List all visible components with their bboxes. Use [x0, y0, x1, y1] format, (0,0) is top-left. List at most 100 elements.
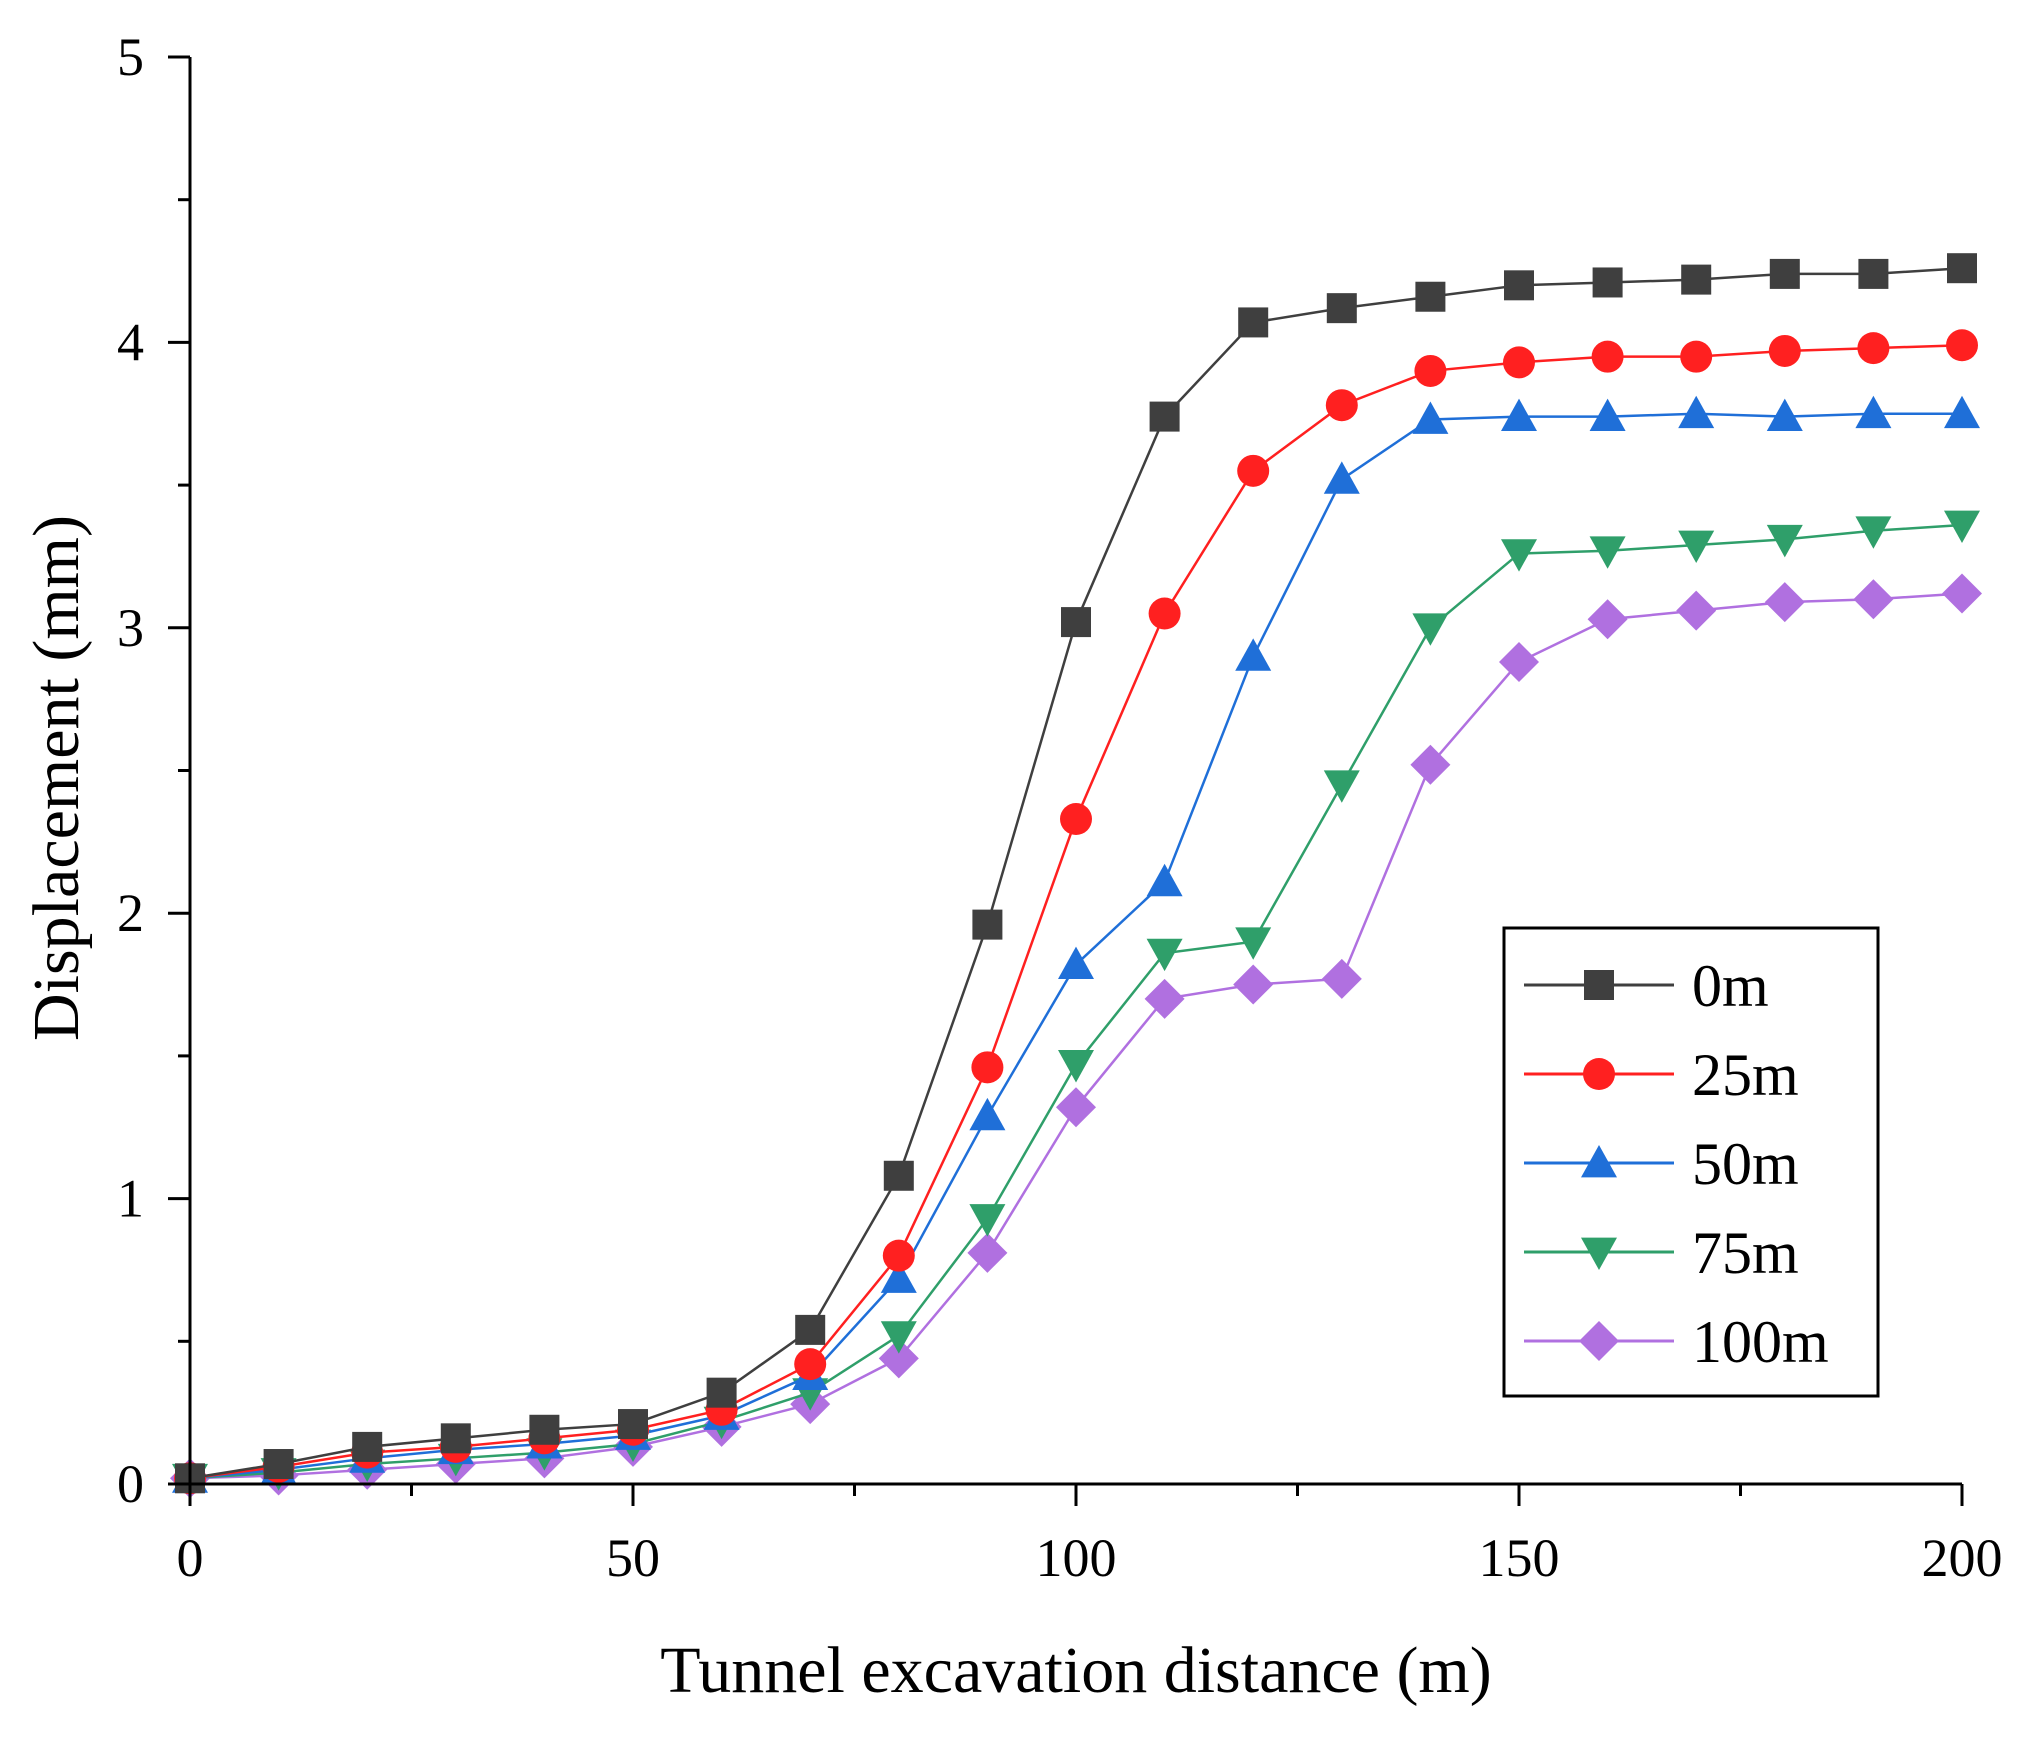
data-point-25m [1946, 329, 1978, 362]
series-0m [175, 253, 1977, 1494]
data-point-50m [1766, 398, 1803, 432]
data-point-0m [1149, 401, 1180, 432]
data-point-75m [1944, 510, 1980, 544]
data-point-75m [1235, 927, 1272, 960]
data-point-0m [1061, 607, 1091, 638]
data-point-50m [1058, 946, 1094, 979]
data-point-50m [1412, 401, 1449, 434]
x-tick-label: 50 [606, 1528, 660, 1588]
data-point-75m [1146, 938, 1183, 972]
data-point-100m [1587, 599, 1628, 640]
data-point-0m [1681, 264, 1712, 295]
data-point-75m [1855, 516, 1892, 549]
data-point-25m [1768, 334, 1801, 367]
y-tick-label: 4 [117, 312, 144, 372]
data-point-50m [1323, 461, 1360, 494]
data-point-50m [1678, 395, 1715, 429]
data-point-0m [972, 909, 1003, 940]
y-tick-label: 1 [117, 1169, 144, 1229]
x-tick-label: 150 [1479, 1528, 1560, 1588]
legend-item-0m: 0m [1524, 953, 1769, 1019]
x-tick-label: 100 [1036, 1528, 1117, 1588]
data-point-100m [1056, 1087, 1096, 1128]
legend-marker-100m [1579, 1321, 1619, 1361]
data-point-50m [969, 1097, 1006, 1131]
data-point-100m [1853, 579, 1894, 620]
legend-label-25m: 25m [1692, 1042, 1799, 1108]
data-point-0m [352, 1431, 383, 1462]
x-axis-title: Tunnel excavation distance (m) [660, 1634, 1492, 1707]
data-point-75m [880, 1321, 917, 1354]
data-point-50m [1146, 863, 1183, 897]
y-tick-label: 2 [117, 883, 144, 943]
data-point-0m [1238, 307, 1269, 338]
data-point-75m [1678, 530, 1715, 564]
x-tick-label: 0 [177, 1528, 204, 1588]
legend-label-75m: 75m [1692, 1220, 1799, 1286]
data-point-25m [1857, 332, 1890, 365]
data-point-75m [969, 1204, 1006, 1237]
legend-marker-50m [1581, 1145, 1617, 1178]
data-point-25m [794, 1348, 827, 1381]
ticks-layer: 0 50 100 150 200 0 1 2 3 4 5 [117, 27, 2003, 1588]
data-point-100m [1499, 642, 1539, 683]
legend-label-0m: 0m [1692, 953, 1769, 1019]
y-tick-label: 3 [117, 598, 144, 658]
series-layer [170, 253, 1982, 1499]
data-point-100m [967, 1232, 1008, 1273]
data-point-50m [1855, 395, 1892, 429]
data-point-75m [1589, 536, 1626, 569]
legend-item-25m: 25m [1524, 1042, 1799, 1108]
legend-marker-25m [1583, 1058, 1615, 1090]
data-point-100m [1942, 573, 1982, 614]
y-tick-label: 5 [117, 27, 144, 87]
data-point-0m [440, 1423, 471, 1454]
data-point-50m [1235, 638, 1272, 671]
data-point-75m [1058, 1050, 1094, 1083]
data-point-25m [1148, 597, 1181, 630]
data-point-50m [1501, 398, 1537, 432]
data-point-25m [1503, 346, 1535, 379]
data-point-0m [706, 1377, 737, 1408]
data-point-0m [1947, 253, 1977, 284]
data-point-25m [971, 1051, 1004, 1084]
data-point-50m [880, 1260, 917, 1293]
data-point-0m [883, 1160, 914, 1191]
data-point-25m [1237, 454, 1270, 487]
data-point-0m [618, 1409, 648, 1440]
data-point-100m [878, 1338, 919, 1379]
data-point-25m [1414, 354, 1447, 387]
legend-marker-75m [1581, 1237, 1617, 1270]
data-point-75m [1323, 770, 1360, 803]
data-point-0m [263, 1449, 294, 1480]
legend-item-75m: 75m [1524, 1220, 1799, 1286]
data-point-50m [1589, 398, 1626, 432]
y-axis-title: Displacement (mm) [20, 515, 93, 1041]
data-point-75m [1501, 539, 1537, 572]
data-point-0m [795, 1314, 826, 1345]
data-point-25m [1060, 803, 1092, 836]
data-point-25m [882, 1239, 915, 1272]
data-point-100m [1764, 582, 1805, 623]
data-point-25m [1325, 389, 1358, 422]
data-point-25m [1680, 340, 1713, 373]
data-point-100m [1676, 590, 1717, 631]
data-point-75m [1766, 524, 1803, 558]
data-point-100m [1233, 964, 1274, 1005]
legend-item-50m: 50m [1524, 1131, 1799, 1197]
data-point-0m [1592, 267, 1623, 298]
data-point-75m [1412, 613, 1449, 646]
data-point-100m [1144, 978, 1185, 1019]
y-tick-label: 0 [117, 1454, 144, 1514]
data-point-50m [1944, 395, 1980, 429]
legend-marker-0m [1584, 970, 1614, 1000]
data-point-0m [529, 1414, 560, 1445]
data-point-0m [1858, 258, 1889, 289]
data-point-0m [1415, 281, 1446, 312]
data-point-100m [1321, 958, 1362, 999]
data-point-0m [1504, 270, 1534, 301]
data-point-0m [1769, 258, 1800, 289]
x-tick-label: 200 [1922, 1528, 2003, 1588]
legend: 0m 25m 50m 75m 100m [1502, 926, 1880, 1398]
